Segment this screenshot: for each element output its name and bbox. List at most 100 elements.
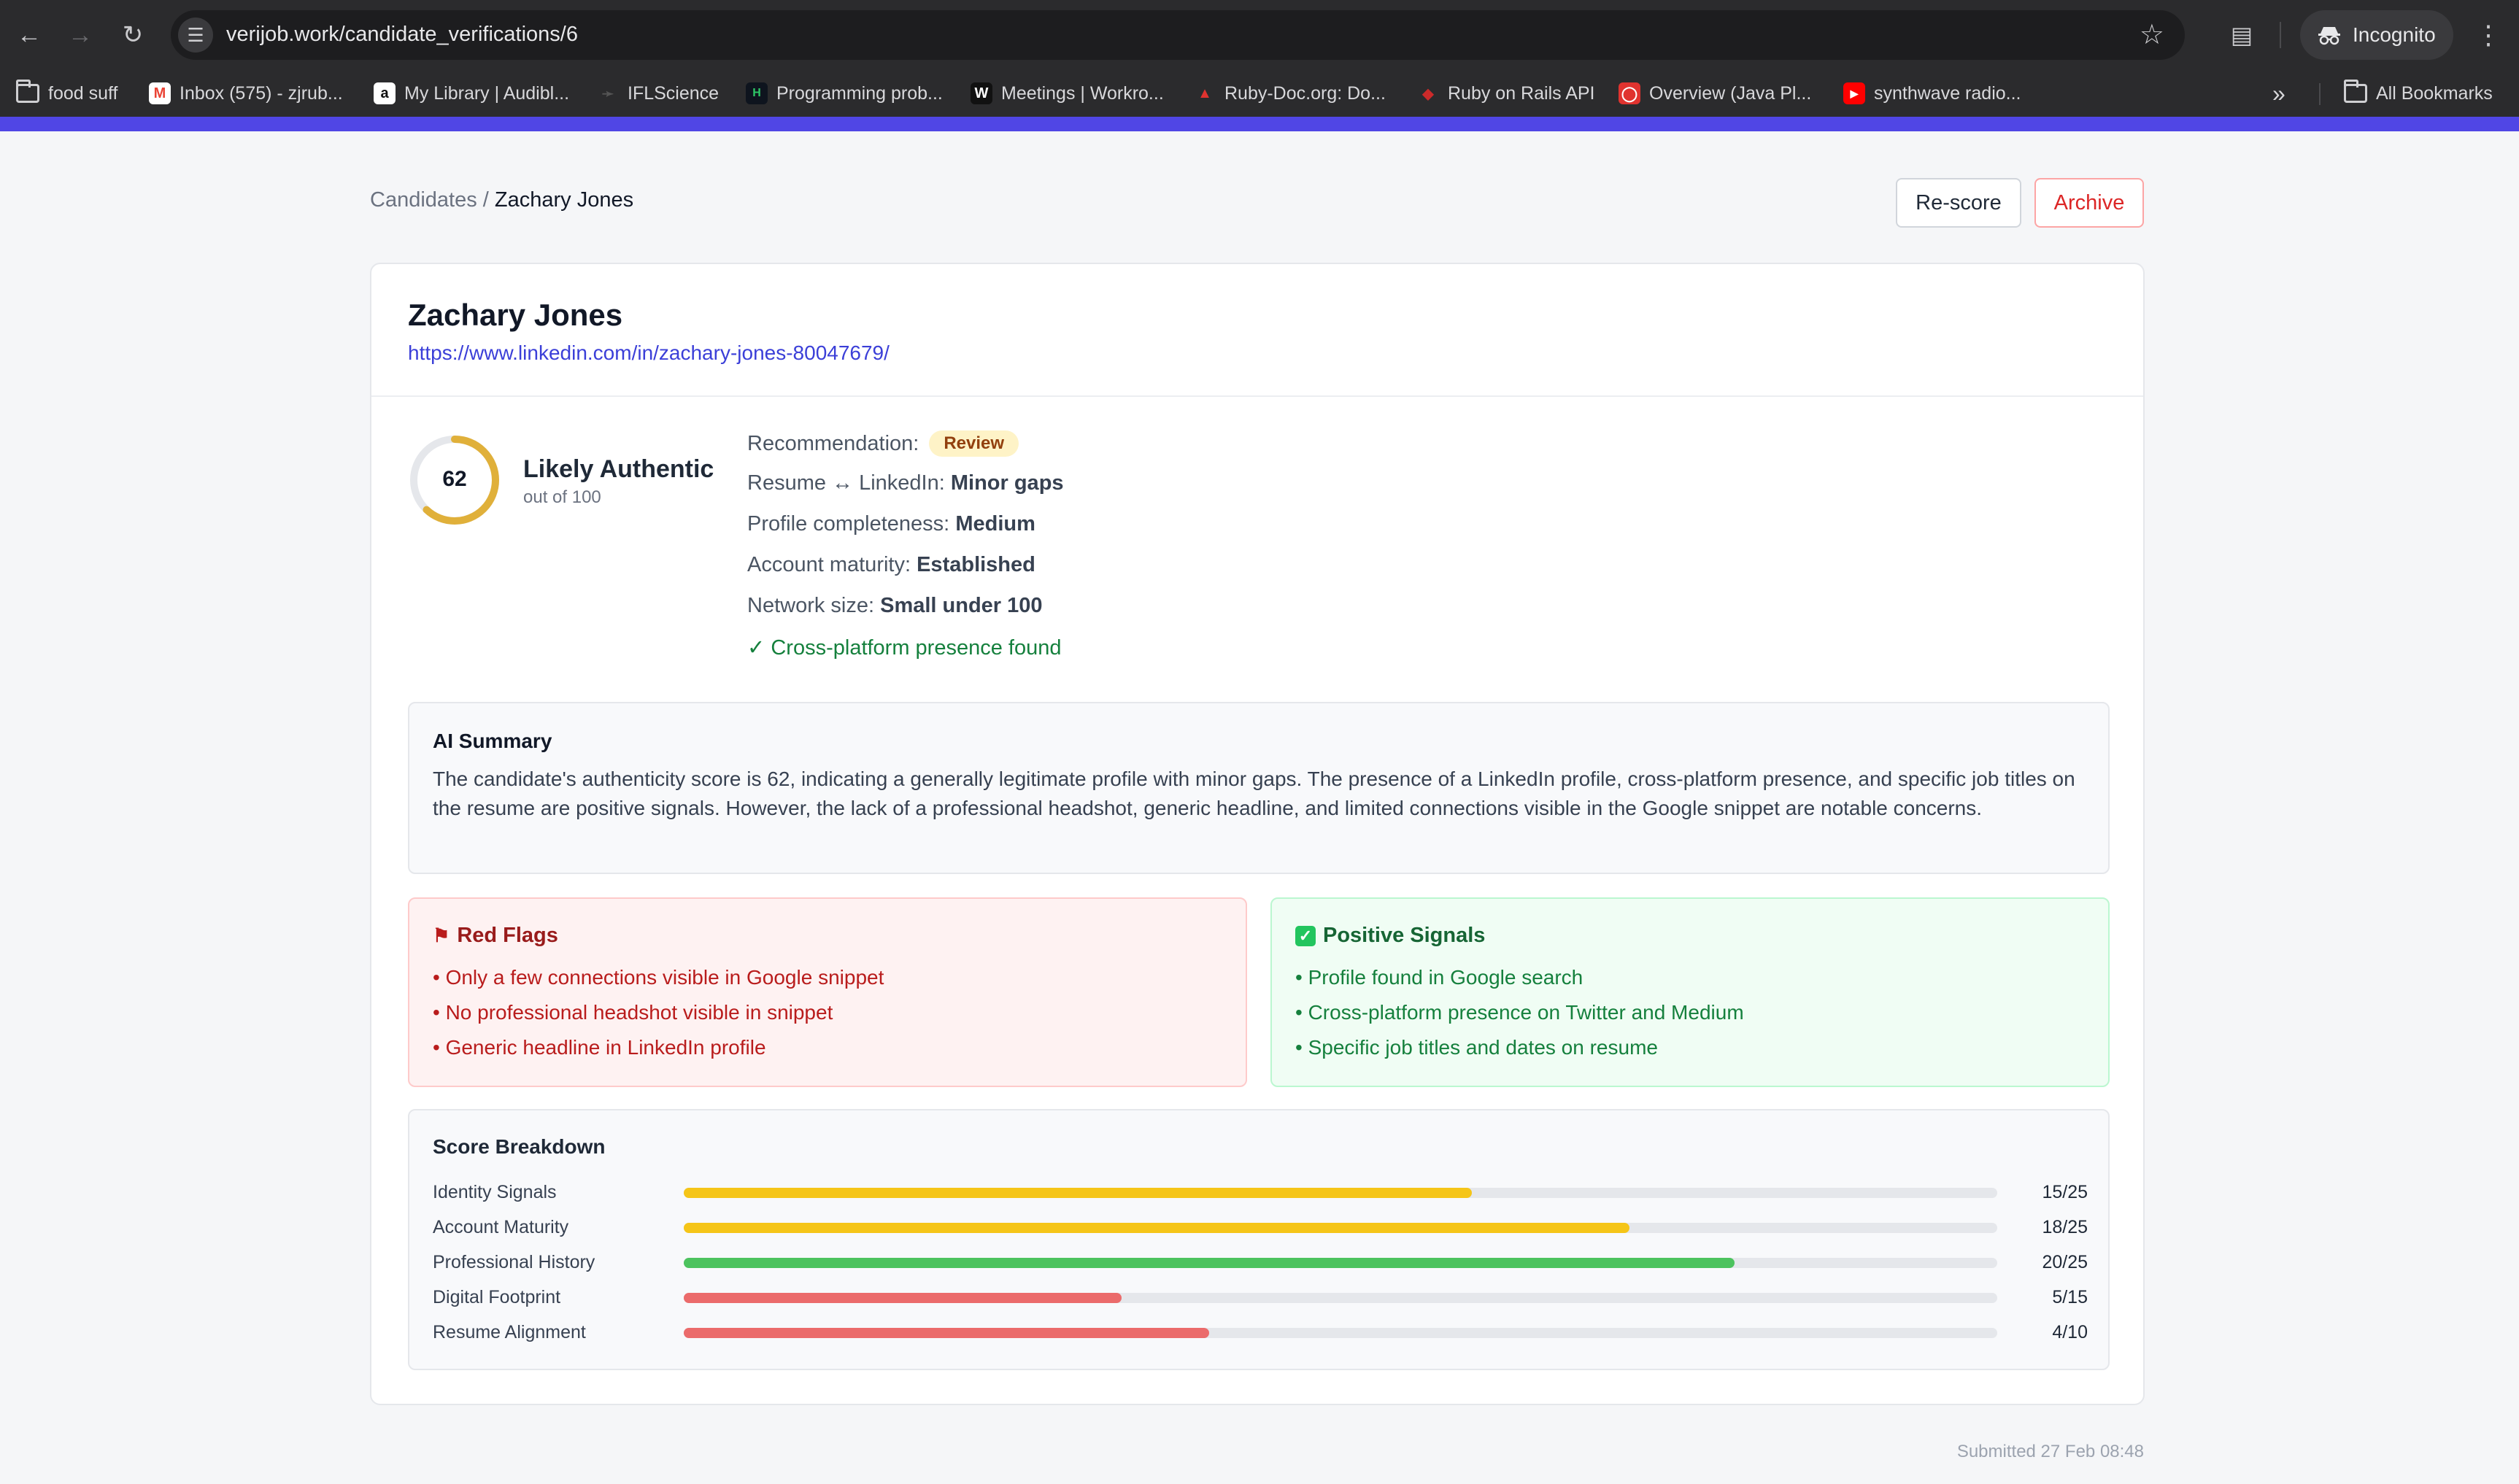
check-mark-icon: ✓ xyxy=(1295,925,1316,946)
breadcrumb-current: Zachary Jones xyxy=(494,188,634,212)
bookmark-label: Meetings | Workro... xyxy=(1001,82,1164,104)
breakdown-value: 15/25 xyxy=(2042,1182,2088,1202)
folder-icon xyxy=(16,80,39,103)
bookmark-ruby-doc[interactable]: ▲ Ruby-Doc.org: Do... xyxy=(1194,77,1386,109)
resume-linkedin-row: Resume ↔ LinkedIn: Minor gaps xyxy=(747,471,1064,495)
breakdown-bar-track xyxy=(684,1293,1997,1303)
breakdown-bar-fill xyxy=(684,1293,1122,1303)
candidate-name: Zachary Jones xyxy=(408,298,623,332)
ruby-doc-icon: ▲ xyxy=(1197,85,1212,101)
site-settings-icon[interactable]: ☰ xyxy=(178,18,213,53)
bookmark-audible[interactable]: a My Library | Audibl... xyxy=(374,77,569,109)
network-size-row: Network size: Small under 100 xyxy=(747,594,1043,618)
breakdown-label: Identity Signals xyxy=(433,1182,557,1202)
bookmarks-divider xyxy=(2319,83,2321,105)
positive-signals-panel: ✓ Positive Signals • Profile found in Go… xyxy=(1270,897,2110,1087)
profile-completeness-label: Profile completeness: xyxy=(747,512,956,536)
breakdown-bar-fill xyxy=(684,1328,1209,1338)
positive-signal-item: • Specific job titles and dates on resum… xyxy=(1295,1036,1658,1059)
red-flag-item: • No professional headshot visible in sn… xyxy=(433,1001,833,1024)
positive-signals-heading: ✓ Positive Signals xyxy=(1295,924,1485,948)
incognito-badge[interactable]: Incognito xyxy=(2300,10,2453,60)
bookmark-meetings[interactable]: W Meetings | Workro... xyxy=(971,77,1164,109)
profile-completeness-value: Medium xyxy=(955,512,1035,536)
linkedin-link[interactable]: https://www.linkedin.com/in/zachary-jone… xyxy=(408,341,890,364)
ai-summary-text: The candidate's authenticity score is 62… xyxy=(433,768,2075,819)
recommendation-row: Recommendation: Review xyxy=(747,430,1019,457)
red-flag-item: • Generic headline in LinkedIn profile xyxy=(433,1036,766,1059)
network-size-value: Small under 100 xyxy=(880,594,1043,617)
breakdown-label: Digital Footprint xyxy=(433,1287,561,1307)
bookmark-label: food suff xyxy=(48,82,118,104)
workroom-icon: W xyxy=(971,82,992,104)
amazon-icon: a xyxy=(374,82,396,104)
bookmark-java-overview[interactable]: ◯ Overview (Java Pl... xyxy=(1619,77,1811,109)
bookmark-star-icon[interactable]: ☆ xyxy=(2139,20,2164,50)
candidate-card: Zachary Jones https://www.linkedin.com/i… xyxy=(370,263,2145,1405)
archive-button[interactable]: Archive xyxy=(2034,178,2144,228)
positive-signals-title: Positive Signals xyxy=(1323,924,1486,947)
breadcrumb-candidates-link[interactable]: Candidates xyxy=(370,188,477,212)
bookmark-iflscience[interactable]: ➛ IFLScience xyxy=(597,77,719,109)
bookmarks-overflow-icon[interactable]: » xyxy=(2272,80,2285,107)
profile-completeness-row: Profile completeness: Medium xyxy=(747,512,1035,536)
bookmarks-bar: food suff M Inbox (575) - zjrub... a My … xyxy=(0,70,2519,117)
breakdown-value: 4/10 xyxy=(2052,1322,2088,1342)
score-breakdown-title: Score Breakdown xyxy=(433,1135,606,1158)
breakdown-value: 18/25 xyxy=(2042,1217,2088,1237)
toolbar-divider xyxy=(2280,22,2281,48)
red-flags-title: Red Flags xyxy=(457,924,558,947)
bookmark-label: Ruby on Rails API xyxy=(1448,82,1595,104)
all-bookmarks[interactable]: All Bookmarks xyxy=(2344,77,2493,109)
breakdown-bar-fill xyxy=(684,1258,1735,1268)
account-maturity-value: Established xyxy=(917,553,1035,576)
reload-icon[interactable]: ↻ xyxy=(122,21,144,49)
verdict-subtext: out of 100 xyxy=(523,487,601,507)
url-text[interactable]: verijob.work/candidate_verifications/6 xyxy=(226,23,578,46)
reading-list-icon[interactable]: ▤ xyxy=(2230,22,2253,48)
incognito-label: Incognito xyxy=(2353,23,2436,46)
breakdown-bar-track xyxy=(684,1258,1997,1268)
back-icon[interactable]: ← xyxy=(17,20,42,49)
browser-chrome: ← → ↻ ☰ verijob.work/candidate_verificat… xyxy=(0,0,2519,117)
app-accent-bar xyxy=(0,117,2519,131)
red-flags-panel: ⚑ Red Flags • Only a few connections vis… xyxy=(408,897,1247,1087)
address-bar[interactable]: ☰ verijob.work/candidate_verifications/6… xyxy=(171,10,2185,60)
all-bookmarks-label: All Bookmarks xyxy=(2376,82,2493,104)
breakdown-bar-track xyxy=(684,1223,1997,1233)
bookmark-synthwave[interactable]: ▶ synthwave radio... xyxy=(1843,77,2021,109)
bookmark-programming[interactable]: H Programming prob... xyxy=(746,77,943,109)
submitted-timestamp: Submitted 27 Feb 08:48 xyxy=(1956,1442,2144,1461)
rescore-button[interactable]: Re-score xyxy=(1896,178,2021,228)
account-maturity-label: Account maturity: xyxy=(747,553,917,576)
breakdown-label: Account Maturity xyxy=(433,1217,569,1237)
ai-summary-title: AI Summary xyxy=(433,730,552,752)
bookmark-rails-api[interactable]: ◆ Ruby on Rails API xyxy=(1417,77,1595,109)
candidate-header: Zachary Jones https://www.linkedin.com/i… xyxy=(371,264,2143,397)
network-size-label: Network size: xyxy=(747,594,881,617)
gmail-icon: M xyxy=(149,82,171,104)
bookmark-label: My Library | Audibl... xyxy=(404,82,570,104)
bookmark-food-suff[interactable]: food suff xyxy=(16,77,117,109)
breakdown-label: Professional History xyxy=(433,1252,595,1272)
bookmark-label: synthwave radio... xyxy=(1874,82,2021,104)
breakdown-bar-fill xyxy=(684,1223,1629,1233)
bookmark-label: IFLScience xyxy=(628,82,720,104)
verdict-label: Likely Authentic xyxy=(523,455,714,483)
forward-icon[interactable]: → xyxy=(68,20,93,49)
ai-summary-panel: AI Summary The candidate's authenticity … xyxy=(408,702,2110,874)
breadcrumb-separator: / xyxy=(477,188,495,212)
bookmark-label: Programming prob... xyxy=(776,82,943,104)
folder-icon xyxy=(2344,80,2367,103)
hackerrank-icon: H xyxy=(746,82,768,104)
breadcrumb: Candidates / Zachary Jones xyxy=(370,188,633,212)
breakdown-bar-track xyxy=(684,1188,1997,1198)
cross-platform-status: ✓ Cross-platform presence found xyxy=(747,636,1062,660)
breakdown-value: 20/25 xyxy=(2042,1252,2088,1272)
red-flags-heading: ⚑ Red Flags xyxy=(433,924,558,948)
flag-icon: ⚑ xyxy=(433,924,450,946)
youtube-icon: ▶ xyxy=(1843,82,1865,104)
browser-menu-icon[interactable]: ⋮ xyxy=(2475,20,2501,50)
bookmark-inbox[interactable]: M Inbox (575) - zjrub... xyxy=(149,77,343,109)
score-gauge xyxy=(410,436,499,525)
